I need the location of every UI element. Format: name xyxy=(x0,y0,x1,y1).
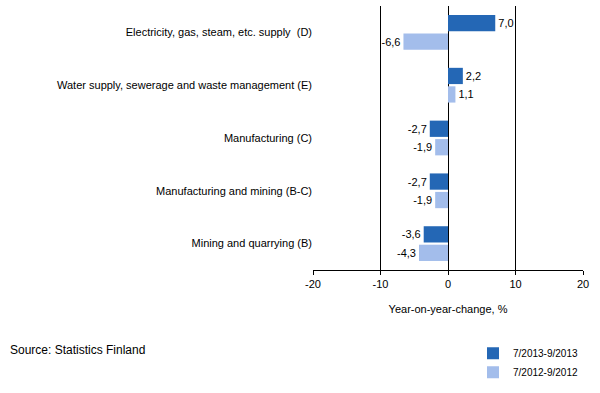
svg-text:Source: Statistics Finland: Source: Statistics Finland xyxy=(10,343,145,357)
svg-text:-6,6: -6,6 xyxy=(381,36,400,48)
svg-text:7/2013-9/2013: 7/2013-9/2013 xyxy=(513,348,578,359)
svg-text:1,1: 1,1 xyxy=(458,88,473,100)
svg-text:0: 0 xyxy=(445,278,451,290)
svg-text:20: 20 xyxy=(577,278,589,290)
svg-text:10: 10 xyxy=(509,278,521,290)
svg-text:-2,7: -2,7 xyxy=(408,123,427,135)
svg-text:-20: -20 xyxy=(305,278,321,290)
svg-text:Manufacturing (C): Manufacturing (C) xyxy=(224,132,312,144)
svg-text:Electricity, gas, steam, etc.: Electricity, gas, steam, etc. supply (D) xyxy=(126,26,312,38)
svg-text:Year-on-year-change, %: Year-on-year-change, % xyxy=(389,303,508,315)
svg-text:-4,3: -4,3 xyxy=(397,247,416,259)
svg-text:2,2: 2,2 xyxy=(466,70,481,82)
svg-text:-2,7: -2,7 xyxy=(408,176,427,188)
svg-text:-1,9: -1,9 xyxy=(413,194,432,206)
svg-text:-1,9: -1,9 xyxy=(413,141,432,153)
svg-text:Mining and quarrying (B): Mining and quarrying (B) xyxy=(192,237,312,249)
svg-text:-3,6: -3,6 xyxy=(402,228,421,240)
svg-text:Manufacturing and mining (B-C): Manufacturing and mining (B-C) xyxy=(156,185,312,197)
svg-text:7,0: 7,0 xyxy=(498,17,513,29)
svg-text:7/2012-9/2012: 7/2012-9/2012 xyxy=(513,367,578,378)
svg-text:-10: -10 xyxy=(373,278,389,290)
svg-text:Water supply, sewerage and was: Water supply, sewerage and waste managem… xyxy=(57,79,312,91)
